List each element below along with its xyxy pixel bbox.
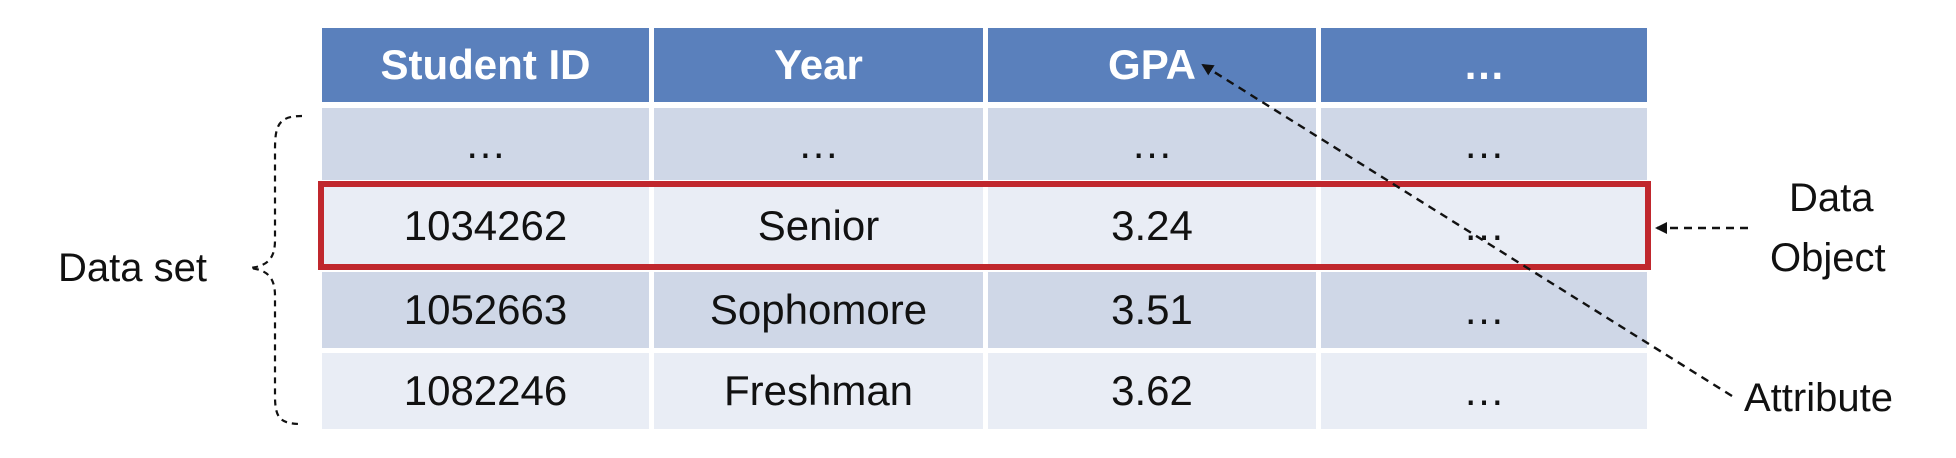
table-cell: …: [1321, 272, 1647, 348]
table-cell: 3.24: [988, 185, 1316, 266]
table-cell: Senior: [654, 185, 983, 266]
data-object-label-line2: Object: [1770, 236, 1886, 280]
table-cell: 1052663: [322, 272, 649, 348]
data-object-highlight-box: [318, 181, 1651, 270]
table-cell: 1082246: [322, 353, 649, 429]
attribute-arrow: [1201, 63, 1733, 398]
table-cell: 1034262: [322, 185, 649, 266]
header-cell-student-id: Student ID: [322, 28, 649, 102]
data-set-brace: [249, 114, 303, 426]
header-cell-gpa: GPA: [988, 28, 1316, 102]
table-cell: …: [1321, 185, 1647, 266]
table-cell: …: [1321, 108, 1647, 180]
data-set-label: Data set: [58, 246, 207, 290]
table-cell: Sophomore: [654, 272, 983, 348]
table-cell: …: [988, 108, 1316, 180]
header-cell-more: …: [1321, 28, 1647, 102]
table-cell: …: [1321, 353, 1647, 429]
attribute-label: Attribute: [1744, 376, 1893, 420]
table-cell: …: [322, 108, 649, 180]
table-cell: 3.62: [988, 353, 1316, 429]
table-cell: Freshman: [654, 353, 983, 429]
table-cell: 3.51: [988, 272, 1316, 348]
data-object-label-line1: Data: [1789, 176, 1874, 220]
header-cell-year: Year: [654, 28, 983, 102]
table-cell: …: [654, 108, 983, 180]
